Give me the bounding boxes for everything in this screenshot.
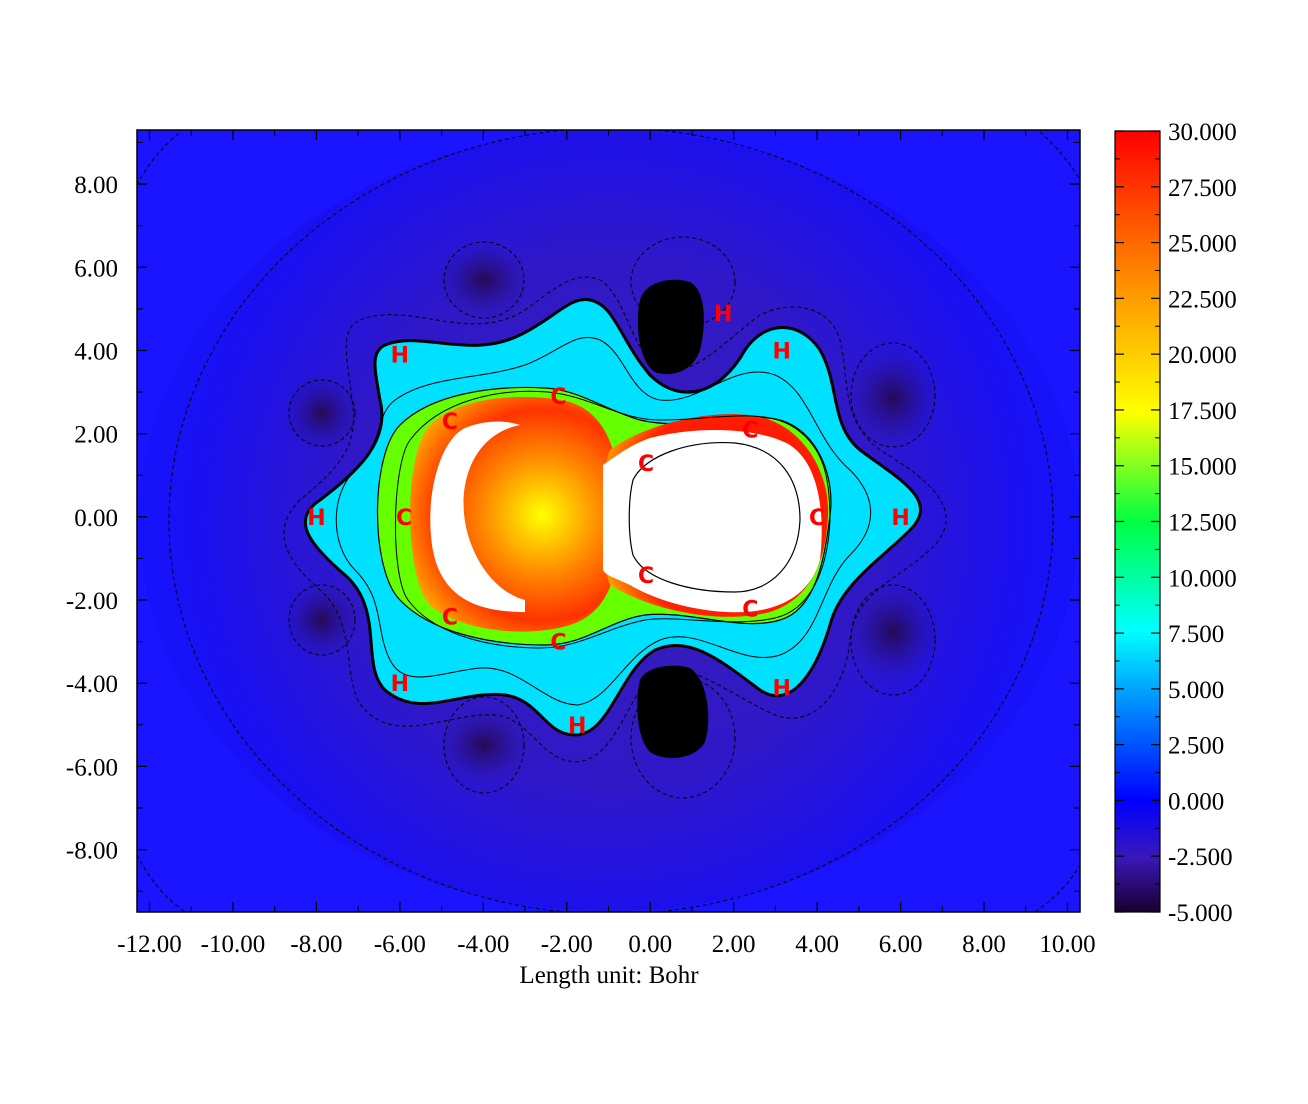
y-tick-label: -2.00 [66, 588, 118, 615]
negative-lobes [282, 240, 941, 785]
colorbar-tick-label: 12.500 [1168, 510, 1237, 537]
x-tick-label: -4.00 [457, 931, 509, 958]
contour-line-dashed [137, 854, 186, 912]
colorbar-tick-label: 15.000 [1168, 454, 1237, 481]
x-axis: -12.00 -10.00 -8.00 -6.00 -4.00 -2.00 0.00 2.00… [117, 130, 1096, 958]
colorbar-tick-label: 22.500 [1168, 286, 1237, 313]
colorbar-tick-label: 30.000 [1168, 119, 1237, 146]
colorbar-tick-label: 10.000 [1168, 565, 1237, 592]
atom-label: H [891, 506, 909, 531]
atom-label: C [550, 385, 566, 410]
atom-label: C [742, 597, 758, 622]
atom-label: C [550, 631, 566, 656]
x-tick-label: 4.00 [795, 931, 839, 958]
atom-labels: H H H H H H H H C C C C C C C C C C [307, 302, 910, 739]
y-tick-label: 8.00 [74, 172, 118, 199]
colorbar-tick-label: 25.000 [1168, 231, 1237, 258]
contour-line-dashed [1039, 131, 1080, 181]
colorbar-tick-label: -2.500 [1168, 844, 1233, 871]
atom-label: H [772, 339, 790, 364]
heatmap-plot: H H H H H H H H C C C C C C C C C C [137, 130, 1080, 912]
atom-label: H [391, 672, 409, 697]
colorbar: 30.000 27.500 25.000 22.500 20.000 17.500 15.0… [1114, 119, 1237, 927]
atom-label: C [442, 410, 458, 435]
x-tick-label: 0.00 [628, 931, 672, 958]
dark-lobe [282, 373, 362, 453]
y-axis: 8.00 6.00 4.00 2.00 0.00 -2.00 -4.00 -6.00 -8.00 [66, 141, 1080, 892]
x-tick-label: 10.00 [1039, 931, 1095, 958]
contour-line [395, 390, 831, 649]
colorbar-tick-label: 20.000 [1168, 342, 1237, 369]
y-tick-label: -6.00 [66, 754, 118, 781]
atom-label: C [742, 418, 758, 443]
contour-line-dashed [443, 696, 525, 794]
atom-label: H [391, 344, 409, 369]
y-tick-label: 2.00 [74, 422, 118, 449]
contour-line-dashed [137, 131, 181, 186]
colorbar-tick-label: 0.000 [1168, 788, 1224, 815]
y-tick-label: 0.00 [74, 505, 118, 532]
dark-lobe [436, 705, 532, 785]
contour-line [335, 337, 872, 706]
saturated-low-lobe [637, 665, 709, 758]
contour-line-dashed [288, 379, 356, 447]
dark-lobe [436, 240, 532, 320]
contour-line-dashed [850, 584, 936, 696]
contour-line-dashed [850, 342, 936, 448]
colorbar-tick-label: 5.000 [1168, 677, 1224, 704]
contour-line-dashed [168, 130, 1054, 912]
atom-label: C [638, 452, 654, 477]
dark-lobe [845, 346, 941, 450]
x-axis-title: Length unit: Bohr [519, 962, 699, 989]
colorbar-tick-label: 17.500 [1168, 398, 1237, 425]
dark-lobe [845, 580, 941, 684]
saturated-crescent [430, 421, 525, 612]
contour-line-dashed [1034, 864, 1080, 912]
contour-line [628, 442, 801, 593]
x-tick-label: 2.00 [712, 931, 756, 958]
contour-line-dashed [630, 236, 736, 328]
y-tick-label: 4.00 [74, 338, 118, 365]
contour-line-dashed [443, 241, 525, 319]
colorbar-tick-label: -5.000 [1168, 900, 1233, 927]
x-tick-label: -10.00 [201, 931, 266, 958]
y-tick-label: -8.00 [66, 838, 118, 865]
saturated-right-region [603, 429, 822, 613]
atom-label: H [307, 506, 325, 531]
contour-line-dashed [288, 584, 356, 656]
y-tick-label: 6.00 [74, 255, 118, 282]
x-tick-label: -2.00 [541, 931, 593, 958]
y-tick-label: -4.00 [66, 671, 118, 698]
x-tick-label: 6.00 [879, 931, 923, 958]
colorbar-ticks: 30.000 27.500 25.000 22.500 20.000 17.500 15.0… [1115, 119, 1237, 927]
atom-label: C [396, 506, 412, 531]
dark-lobe [282, 580, 362, 660]
atom-label: H [772, 676, 790, 701]
atom-label: C [638, 564, 654, 589]
x-tick-label: -6.00 [374, 931, 426, 958]
colorbar-tick-label: 27.500 [1168, 175, 1237, 202]
x-tick-label: 8.00 [962, 931, 1006, 958]
atom-label: H [568, 714, 586, 739]
colorbar-tick-label: 2.500 [1168, 733, 1224, 760]
saturated-low-lobe [637, 279, 704, 375]
atom-label: C [442, 606, 458, 631]
atom-label: C [809, 506, 825, 531]
colorbar-tick-label: 7.500 [1168, 621, 1224, 648]
atom-label: H [714, 302, 732, 327]
contour-line-dashed [630, 677, 736, 799]
x-tick-label: -8.00 [290, 931, 342, 958]
x-tick-label: -12.00 [117, 931, 182, 958]
